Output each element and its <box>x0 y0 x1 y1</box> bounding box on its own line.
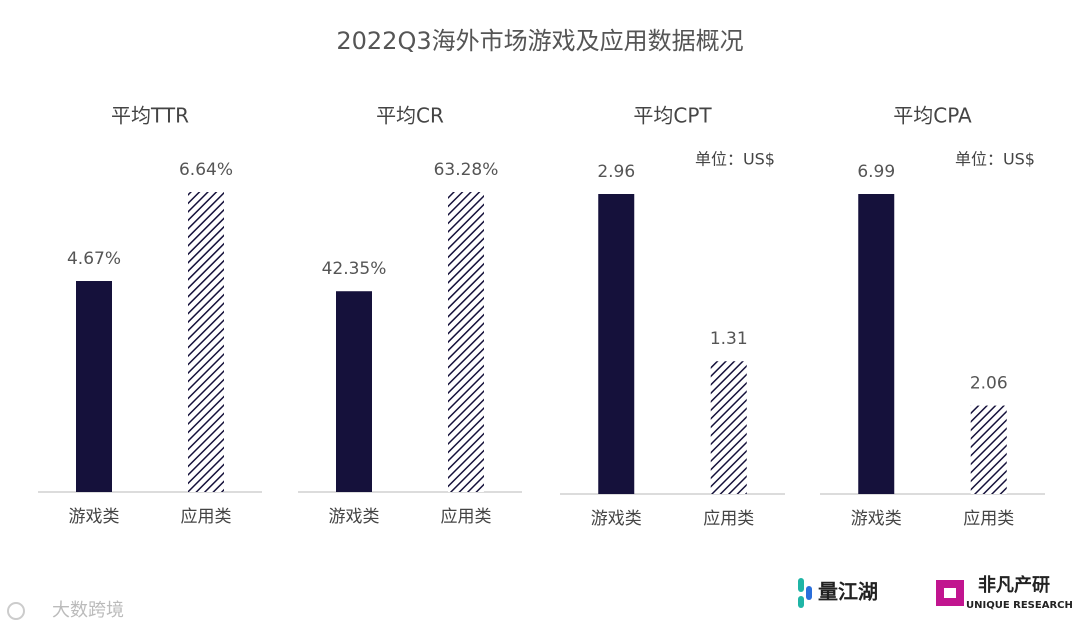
bar <box>76 281 112 492</box>
subplot-title: 平均CPA <box>893 104 972 128</box>
logo-right: 非凡产研 UNIQUE RESEARCH <box>936 574 1073 611</box>
watermark: 大数跨境 <box>7 600 124 621</box>
unit-label: 单位：US$ <box>955 150 1035 169</box>
bar <box>336 291 372 492</box>
bar <box>710 361 747 494</box>
value-label: 4.67% <box>67 249 121 269</box>
bar <box>970 405 1007 494</box>
x-tick-label: 应用类 <box>441 507 492 527</box>
value-label: 63.28% <box>434 160 499 180</box>
subplot-title: 平均TTR <box>111 104 189 128</box>
subplot-title: 平均CPT <box>633 104 712 128</box>
bar <box>188 192 224 492</box>
bar <box>598 194 635 494</box>
value-label: 2.96 <box>597 162 635 182</box>
value-label: 42.35% <box>322 259 387 279</box>
x-tick-label: 应用类 <box>963 509 1014 529</box>
x-tick-label: 应用类 <box>703 509 754 529</box>
x-tick-label: 游戏类 <box>69 507 120 527</box>
value-label: 6.64% <box>179 160 233 180</box>
bar <box>858 194 895 494</box>
x-tick-label: 游戏类 <box>329 507 380 527</box>
x-tick-label: 应用类 <box>181 507 232 527</box>
x-tick-label: 游戏类 <box>851 509 902 529</box>
x-tick-label: 游戏类 <box>591 509 642 529</box>
subplot-title: 平均CR <box>376 104 444 128</box>
value-label: 2.06 <box>970 374 1008 394</box>
watermark-text: 大数跨境 <box>52 600 124 621</box>
logo-text: 非凡产研 <box>978 574 1050 596</box>
logo-subtext: UNIQUE RESEARCH <box>966 600 1073 611</box>
value-label: 1.31 <box>710 329 748 349</box>
unit-label: 单位：US$ <box>695 150 775 169</box>
logo-left: 量江湖 <box>798 578 878 608</box>
logo-text: 量江湖 <box>818 580 878 604</box>
bar <box>448 192 484 492</box>
value-label: 6.99 <box>857 162 895 182</box>
chart-title: 2022Q3海外市场游戏及应用数据概况 <box>336 27 743 55</box>
